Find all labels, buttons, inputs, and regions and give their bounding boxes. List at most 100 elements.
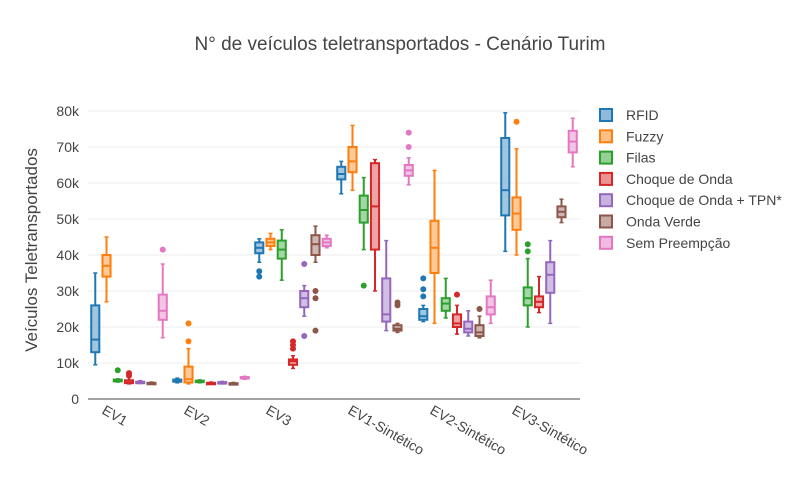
outlier-point bbox=[420, 286, 427, 293]
grid-layer bbox=[88, 110, 580, 400]
box-iqr bbox=[474, 324, 485, 338]
box-rfid-2 bbox=[254, 238, 265, 280]
box-onda-verde-2 bbox=[310, 225, 321, 334]
outlier-point bbox=[312, 288, 319, 294]
legend-label: Fuzzy bbox=[626, 128, 663, 144]
box-choque-de-onda-1 bbox=[205, 381, 217, 386]
box-filas-1 bbox=[194, 379, 205, 384]
box-iqr bbox=[522, 286, 533, 307]
legend-swatch bbox=[599, 129, 613, 144]
y-tick-label: 40k bbox=[56, 247, 80, 263]
chart-title: N° de veículos teletransportados - Cenár… bbox=[194, 34, 605, 55]
outlier-point bbox=[312, 295, 319, 302]
outlier-point bbox=[301, 261, 308, 267]
outlier-point bbox=[405, 129, 412, 136]
outlier-point bbox=[312, 327, 319, 334]
legend-swatch bbox=[599, 235, 613, 250]
outlier-point bbox=[524, 241, 531, 248]
box-iqr bbox=[90, 304, 101, 354]
y-tick-label: 30k bbox=[56, 283, 80, 299]
box-filas-2 bbox=[276, 229, 287, 281]
box-onda-verde-0 bbox=[146, 381, 157, 386]
box-choque-de-onda-5 bbox=[533, 275, 545, 314]
box-choque-de-onda-tpn--5 bbox=[545, 239, 556, 325]
outlier-point bbox=[256, 273, 263, 280]
legend-label: Filas bbox=[626, 150, 656, 166]
box-fuzzy-4 bbox=[429, 169, 440, 325]
y-tick-label: 70k bbox=[56, 139, 80, 155]
box-sem-preemp-o-2 bbox=[321, 234, 332, 249]
box-fuzzy-3 bbox=[347, 124, 358, 191]
legend-label: Choque de Onda bbox=[626, 171, 733, 187]
box-iqr bbox=[545, 261, 556, 294]
legend-item[interactable]: Sem Preempção bbox=[599, 235, 730, 251]
legend-swatch bbox=[599, 193, 613, 208]
outlier-point bbox=[114, 367, 121, 374]
legend-swatch bbox=[599, 150, 613, 165]
box-choque-de-onda-tpn--1 bbox=[217, 380, 228, 385]
y-tick-labels: 0 10k 20k 30k 40k 50k 60k 70k 80k bbox=[56, 103, 80, 407]
box-sem-preemp-o-1 bbox=[239, 375, 250, 380]
outlier-point bbox=[290, 338, 296, 345]
box-layer bbox=[90, 112, 578, 386]
box-iqr bbox=[347, 146, 358, 174]
legend-item[interactable]: Fuzzy bbox=[599, 128, 663, 144]
box-sem-preemp-o-0 bbox=[157, 246, 168, 339]
box-choque-de-onda-tpn--2 bbox=[299, 261, 310, 339]
outlier-point bbox=[524, 248, 531, 255]
box-fuzzy-2 bbox=[265, 232, 276, 251]
outlier-point bbox=[394, 299, 401, 306]
box-filas-3 bbox=[358, 176, 369, 289]
legend-swatch bbox=[599, 171, 613, 186]
box-filas-4 bbox=[440, 277, 451, 319]
box-choque-de-onda-tpn--0 bbox=[135, 379, 146, 385]
box-iqr bbox=[381, 277, 392, 323]
box-iqr bbox=[463, 320, 474, 334]
box-rfid-5 bbox=[500, 112, 511, 253]
outlier-point bbox=[126, 370, 132, 377]
box-iqr bbox=[157, 293, 168, 321]
box-onda-verde-1 bbox=[228, 381, 239, 386]
outlier-point bbox=[185, 338, 192, 345]
legend-item[interactable]: RFID bbox=[599, 107, 659, 123]
box-filas-5 bbox=[522, 241, 533, 328]
legend-label: Onda Verde bbox=[626, 214, 701, 230]
y-axis-label: Veículos Teletransportados bbox=[22, 148, 41, 352]
box-choque-de-onda-3 bbox=[369, 158, 381, 292]
box-choque-de-onda-2 bbox=[287, 338, 299, 370]
box-choque-de-onda-0 bbox=[123, 370, 135, 385]
box-onda-verde-4 bbox=[474, 306, 485, 339]
box-choque-de-onda-tpn--3 bbox=[381, 239, 392, 332]
legend-label: Sem Preempção bbox=[626, 235, 730, 251]
outlier-point bbox=[476, 306, 483, 312]
box-rfid-0 bbox=[90, 272, 101, 366]
box-iqr bbox=[418, 308, 429, 321]
outlier-point bbox=[513, 118, 520, 125]
legend-label: Choque de Onda + TPN* bbox=[626, 192, 782, 208]
legend-item[interactable]: Choque de Onda + TPN* bbox=[599, 192, 782, 208]
outlier-point bbox=[360, 282, 367, 289]
y-tick-label: 0 bbox=[71, 391, 79, 407]
box-sem-preemp-o-3 bbox=[403, 129, 414, 186]
box-rfid-1 bbox=[172, 377, 183, 384]
box-iqr bbox=[451, 313, 463, 328]
legend-item[interactable]: Choque de Onda bbox=[599, 171, 733, 187]
box-choque-de-onda-4 bbox=[451, 291, 463, 335]
outlier-point bbox=[420, 275, 427, 282]
legend-item[interactable]: Filas bbox=[599, 150, 656, 166]
legend-label: RFID bbox=[626, 107, 659, 123]
box-iqr bbox=[183, 365, 194, 384]
box-iqr bbox=[485, 295, 496, 316]
y-tick-label: 20k bbox=[56, 319, 80, 335]
box-fuzzy-0 bbox=[101, 236, 112, 303]
legend[interactable]: RFID Fuzzy Filas Choque de Onda Choque de On… bbox=[599, 107, 782, 251]
y-tick-label: 10k bbox=[56, 355, 80, 371]
outlier-point bbox=[405, 144, 412, 150]
box-filas-0 bbox=[112, 367, 123, 383]
legend-item[interactable]: Onda Verde bbox=[599, 214, 701, 230]
box-rfid-4 bbox=[418, 275, 429, 323]
outlier-point bbox=[420, 293, 427, 300]
y-tick-label: 50k bbox=[56, 211, 80, 227]
